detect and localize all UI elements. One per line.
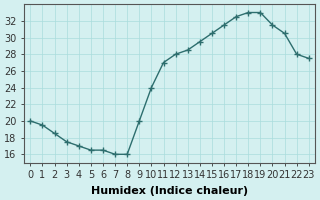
X-axis label: Humidex (Indice chaleur): Humidex (Indice chaleur) (91, 186, 248, 196)
